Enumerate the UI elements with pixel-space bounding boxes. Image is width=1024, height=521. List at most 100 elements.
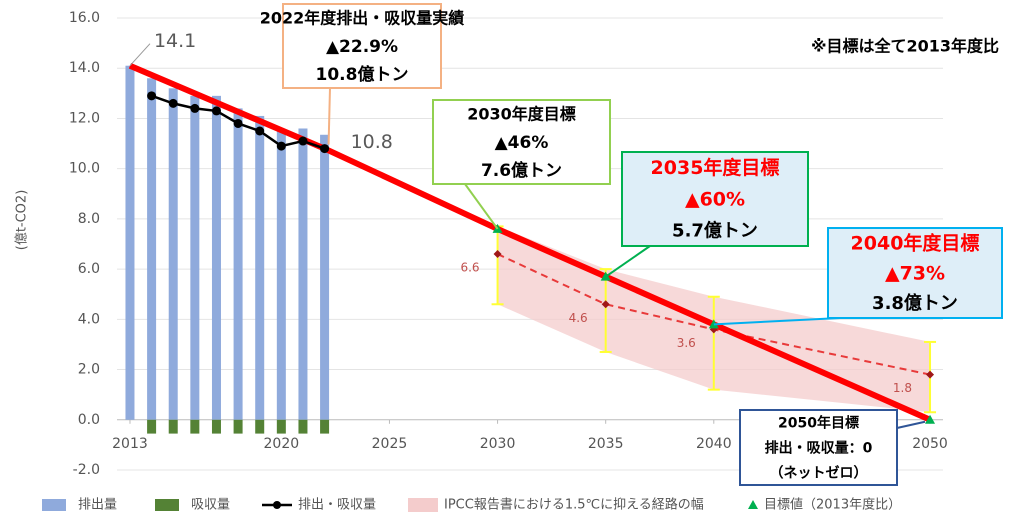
median-label: 4.6 xyxy=(569,311,588,325)
x-tick-label: 2050 xyxy=(912,436,948,452)
bar xyxy=(211,95,221,420)
x-tick-label: 2020 xyxy=(264,436,300,452)
path-label: 14.1 xyxy=(154,30,196,52)
callout-text: 7.6億トン xyxy=(481,160,562,181)
callout-text: ▲73% xyxy=(885,263,945,285)
legend-swatch xyxy=(273,501,281,509)
target-marker xyxy=(925,414,936,424)
bar xyxy=(147,419,157,434)
legend-swatch xyxy=(748,500,758,509)
net-point xyxy=(211,106,221,116)
callout-box xyxy=(432,99,611,185)
y-tick-label: 0.0 xyxy=(78,412,100,428)
y-axis-label: (億t-CO2) xyxy=(14,190,30,251)
bar xyxy=(276,131,286,420)
legend-swatch xyxy=(408,498,438,512)
callout-text: （ネットゼロ） xyxy=(770,465,868,482)
callout-pointer xyxy=(327,87,331,145)
y-tick-label: 10.0 xyxy=(69,161,100,177)
bar xyxy=(320,419,330,434)
note: ※目標は全て2013年度比 xyxy=(811,37,999,56)
ipcc-median xyxy=(497,253,931,376)
net-point xyxy=(255,126,265,136)
callout-text: 3.8億トン xyxy=(872,292,958,314)
bar xyxy=(233,419,243,434)
bar xyxy=(255,419,265,434)
bar xyxy=(168,88,178,420)
y-tick-label: 16.0 xyxy=(69,10,100,26)
callout-text: 2035年度目標 xyxy=(651,156,780,179)
net-point xyxy=(168,98,178,108)
callout-box xyxy=(739,409,898,486)
callout-text: 2030年度目標 xyxy=(467,105,576,124)
callout-pointer xyxy=(605,245,651,278)
callout-box xyxy=(282,3,442,89)
bar xyxy=(276,419,286,434)
legend-label: 目標値（2013年度比） xyxy=(764,497,901,513)
callout-pointer xyxy=(896,420,926,429)
y-tick-label: 12.0 xyxy=(69,110,100,126)
y-tick-label: 8.0 xyxy=(78,211,100,227)
median-marker xyxy=(493,250,502,259)
bar xyxy=(125,65,135,420)
callout: 2035年度目標 ▲60% 5.7億トン xyxy=(605,151,809,278)
callout: 2030年度目標 ▲46% 7.6億トン xyxy=(432,99,611,230)
callout-text: ▲46% xyxy=(495,133,549,153)
legend-swatch xyxy=(42,499,66,511)
legend-label: 吸収量 xyxy=(191,498,230,513)
bar xyxy=(190,419,200,434)
y-tick-label: 4.0 xyxy=(78,311,100,327)
x-tick-label: 2025 xyxy=(372,436,408,452)
callout-text: 5.7億トン xyxy=(672,219,758,241)
callout-text: 10.8億トン xyxy=(316,64,409,85)
callout-pointer xyxy=(464,183,499,230)
callout-text: 2022年度排出・吸収量実績 xyxy=(260,9,465,28)
median-label: 1.8 xyxy=(893,381,912,395)
legend-label: IPCC報告書における1.5℃に抑える経路の幅 xyxy=(444,497,704,513)
median-label: 6.6 xyxy=(460,261,479,275)
net-point xyxy=(233,118,243,128)
bar xyxy=(190,95,200,420)
bar xyxy=(233,108,243,420)
bar xyxy=(298,128,308,420)
callout: 2040年度目標 ▲73% 3.8億トン xyxy=(713,227,1003,326)
bar xyxy=(168,419,178,434)
callout-text: ▲22.9% xyxy=(326,37,398,57)
bar xyxy=(320,134,330,420)
y-tick-label: 14.0 xyxy=(69,60,100,76)
x-tick-label: 2030 xyxy=(480,436,516,452)
net-point xyxy=(320,144,330,154)
legend-swatch xyxy=(155,499,179,511)
median-marker xyxy=(926,370,935,379)
bar xyxy=(298,419,308,434)
x-tick-label: 2013 xyxy=(112,436,148,452)
callout-box xyxy=(827,227,1003,319)
median-marker xyxy=(601,300,610,309)
callout-text: ▲60% xyxy=(685,189,745,211)
x-tick-label: 2035 xyxy=(588,436,624,452)
callout-text: 2050年目標 xyxy=(778,415,859,432)
net-point xyxy=(276,141,286,151)
callout-box xyxy=(621,151,809,247)
bar xyxy=(211,419,221,434)
callout-text: 排出・吸収量：0 xyxy=(765,440,873,457)
callout-pointer xyxy=(713,317,841,326)
y-tick-label: -2.0 xyxy=(73,462,100,478)
y-tick-label: 6.0 xyxy=(78,261,100,277)
net-point xyxy=(190,103,200,113)
bar xyxy=(147,78,157,420)
net-point xyxy=(147,91,157,101)
median-label: 3.6 xyxy=(677,336,696,350)
legend-label: 排出量 xyxy=(78,498,117,513)
callout-text: 2040年度目標 xyxy=(851,232,980,255)
leader xyxy=(129,43,151,67)
y-tick-label: 2.0 xyxy=(78,362,100,378)
bar xyxy=(255,115,265,420)
callout: 2022年度排出・吸収量実績 ▲22.9% 10.8億トン xyxy=(260,3,465,145)
legend-label: 排出・吸収量 xyxy=(298,498,376,513)
x-tick-label: 2040 xyxy=(696,436,732,452)
path-label: 10.8 xyxy=(351,131,393,153)
